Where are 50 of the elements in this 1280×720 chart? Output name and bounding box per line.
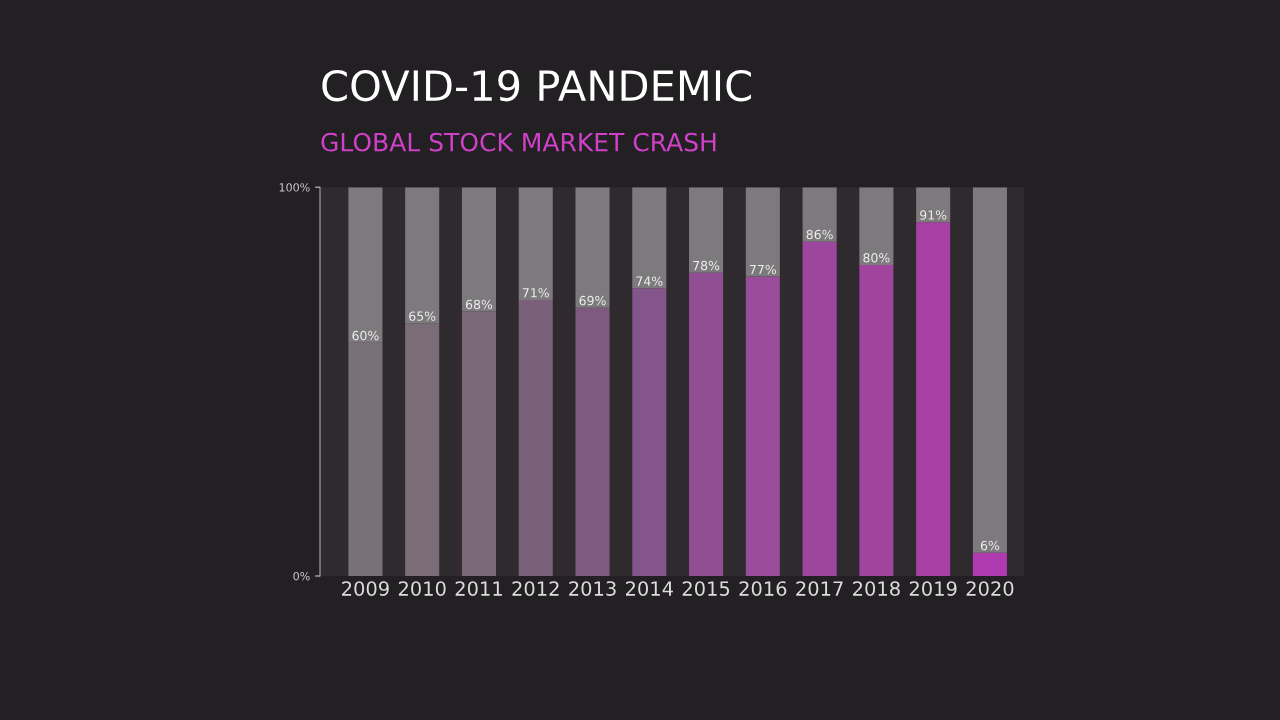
bar xyxy=(916,187,951,223)
data-label: 71% xyxy=(522,288,549,298)
bar xyxy=(632,187,667,289)
data-label: 77% xyxy=(749,264,777,275)
data-label: 74% xyxy=(636,276,663,286)
data-label: 68% xyxy=(465,299,493,310)
bar xyxy=(802,187,837,242)
data-label: 69% xyxy=(579,295,606,306)
bar xyxy=(461,187,496,312)
bar xyxy=(972,187,1007,553)
chart-subtitle: GLOBAL STOCK MARKET CRASH xyxy=(321,132,716,152)
bar xyxy=(972,552,1007,576)
x-tick-label: 2010 xyxy=(398,581,446,596)
data-label: 65% xyxy=(409,311,436,321)
x-tick-label: 2020 xyxy=(966,581,1014,596)
bar xyxy=(859,264,894,576)
x-tick-label: 2011 xyxy=(455,581,502,596)
bar xyxy=(745,187,780,277)
bar xyxy=(916,222,951,576)
x-tick-label: 2019 xyxy=(909,581,957,596)
x-tick-label: 2013 xyxy=(569,581,616,596)
bar xyxy=(689,272,724,576)
bar xyxy=(405,187,440,324)
bar xyxy=(632,288,667,576)
data-label: 86% xyxy=(806,229,833,240)
bar xyxy=(802,241,837,576)
x-tick-label: 2009 xyxy=(342,581,389,596)
x-tick-label: 2016 xyxy=(739,581,787,596)
x-tick-label: 2014 xyxy=(625,581,673,596)
data-label: 6% xyxy=(980,540,1000,551)
bar xyxy=(689,187,724,273)
bar xyxy=(518,299,553,576)
bar xyxy=(518,187,553,300)
x-tick-label: 2015 xyxy=(682,581,730,596)
bar xyxy=(461,311,496,576)
x-tick-label: 2012 xyxy=(512,581,559,596)
bar xyxy=(575,187,610,308)
data-label: 80% xyxy=(863,253,890,263)
y-tick-label: 0% xyxy=(293,571,310,581)
bar xyxy=(745,276,780,576)
bar xyxy=(405,323,440,576)
data-label: 91% xyxy=(920,210,947,220)
bar xyxy=(859,187,894,265)
chart-title: COVID-19 PANDEMIC xyxy=(322,69,751,102)
data-label: 78% xyxy=(693,260,720,271)
bar xyxy=(575,307,610,576)
x-tick-label: 2018 xyxy=(853,581,900,596)
x-tick-label: 2017 xyxy=(796,581,843,596)
y-tick-label: 100% xyxy=(279,183,310,192)
data-label: 60% xyxy=(352,330,379,341)
